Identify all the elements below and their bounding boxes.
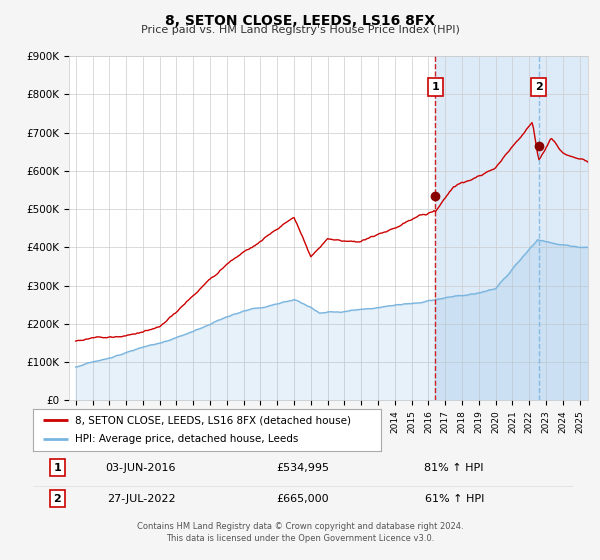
Text: 27-JUL-2022: 27-JUL-2022: [107, 494, 175, 503]
Text: 81% ↑ HPI: 81% ↑ HPI: [424, 463, 484, 473]
Text: £665,000: £665,000: [277, 494, 329, 503]
Text: 8, SETON CLOSE, LEEDS, LS16 8FX (detached house): 8, SETON CLOSE, LEEDS, LS16 8FX (detache…: [75, 415, 351, 425]
Text: 2: 2: [53, 494, 61, 503]
Text: 8, SETON CLOSE, LEEDS, LS16 8FX: 8, SETON CLOSE, LEEDS, LS16 8FX: [165, 14, 435, 28]
Text: £534,995: £534,995: [277, 463, 329, 473]
Text: 1: 1: [53, 463, 61, 473]
Text: 61% ↑ HPI: 61% ↑ HPI: [425, 494, 484, 503]
Text: 2: 2: [535, 82, 542, 92]
Text: HPI: Average price, detached house, Leeds: HPI: Average price, detached house, Leed…: [75, 435, 298, 445]
Text: Contains HM Land Registry data © Crown copyright and database right 2024.
This d: Contains HM Land Registry data © Crown c…: [137, 522, 463, 543]
Text: 03-JUN-2016: 03-JUN-2016: [106, 463, 176, 473]
Bar: [436, 56, 588, 400]
Text: Price paid vs. HM Land Registry's House Price Index (HPI): Price paid vs. HM Land Registry's House …: [140, 25, 460, 35]
Text: 1: 1: [431, 82, 439, 92]
